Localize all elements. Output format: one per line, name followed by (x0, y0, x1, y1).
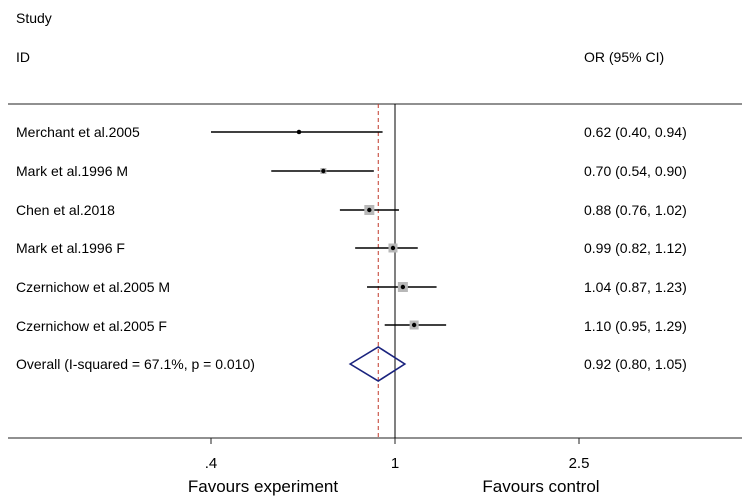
study-header: Study (16, 10, 52, 26)
study-name-1: Merchant et al.2005 (16, 124, 140, 140)
or-ci-header: OR (95% CI) (584, 49, 665, 65)
x-tick-label-3: 2.5 (569, 455, 590, 472)
x-tick-label-1: .4 (205, 455, 218, 472)
study-name-6: Czernichow et al.2005 F (16, 318, 167, 334)
point-estimate-4 (390, 245, 396, 251)
favours-experiment-label: Favours experiment (188, 477, 339, 496)
study-name-2: Mark et al.1996 M (16, 163, 129, 179)
point-estimate-3 (367, 207, 372, 213)
study-ci-4: 0.99 (0.82, 1.12) (584, 240, 687, 256)
overall-label: Overall (I-squared = 67.1%, p = 0.010) (16, 356, 255, 372)
point-estimate-2 (321, 168, 326, 174)
overall-ci: 0.92 (0.80, 1.05) (584, 356, 687, 372)
point-estimate-1 (296, 129, 302, 135)
point-estimate-6 (411, 322, 417, 328)
favours-control-label: Favours control (482, 477, 599, 496)
study-ci-6: 1.10 (0.95, 1.29) (584, 318, 687, 334)
study-ci-2: 0.70 (0.54, 0.90) (584, 163, 687, 179)
study-ci-3: 0.88 (0.76, 1.02) (584, 202, 687, 218)
x-tick-label-2: 1 (391, 455, 399, 472)
point-estimate-5 (400, 284, 406, 290)
study-name-4: Mark et al.1996 F (16, 240, 125, 256)
id-header: ID (16, 49, 30, 65)
overall-diamond (348, 346, 407, 382)
study-name-5: Czernichow et al.2005 M (16, 279, 171, 295)
study-ci-5: 1.04 (0.87, 1.23) (584, 279, 687, 295)
study-name-3: Chen et al.2018 (16, 202, 115, 218)
study-ci-1: 0.62 (0.40, 0.94) (584, 124, 687, 140)
